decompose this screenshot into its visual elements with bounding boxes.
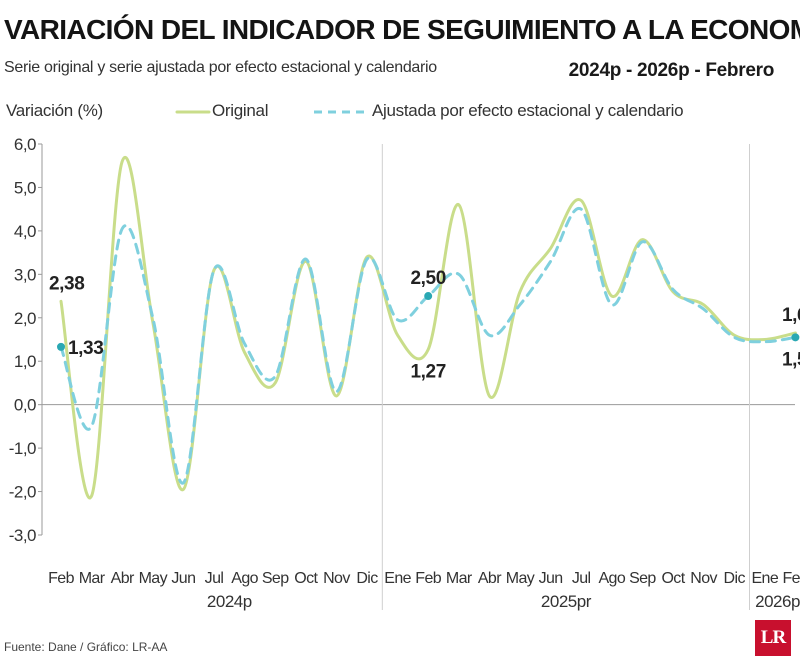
x-tick-label: Feb <box>48 570 74 587</box>
x-tick-label: Nov <box>323 570 350 587</box>
year-label: 2026pr <box>755 592 800 611</box>
y-tick-label: -3,0 <box>9 526 36 545</box>
x-tick-label: Abr <box>478 570 502 587</box>
x-tick-label: Jul <box>572 570 591 587</box>
x-tick-label: Abr <box>111 570 135 587</box>
x-tick-label: Ago <box>598 570 625 587</box>
y-tick-label: -2,0 <box>9 483 36 502</box>
data-label: 2,50 <box>411 268 446 289</box>
y-tick-label: 3,0 <box>14 265 36 284</box>
x-tick-label: May <box>506 570 535 587</box>
x-tick-label: May <box>139 570 168 587</box>
x-tick-label: Dic <box>356 570 378 587</box>
series-line-original <box>59 156 797 500</box>
lr-logo: LR <box>755 620 791 656</box>
year-label: 2024p <box>207 592 252 611</box>
data-label: 1,33 <box>68 338 103 359</box>
chart-period: 2024p - 2026p - Febrero <box>568 60 775 81</box>
data-point-marker <box>57 342 65 351</box>
legend-swatch-adjusted <box>314 110 366 114</box>
x-tick-label: Oct <box>661 570 685 587</box>
x-tick-label: Oct <box>294 570 318 587</box>
legend-label-original: Original <box>212 101 269 120</box>
x-tick-label: Feb <box>415 570 441 587</box>
x-tick-label: Ene <box>751 570 778 587</box>
x-tick-label: Sep <box>629 570 656 587</box>
data-label: 1,55 <box>782 349 800 370</box>
data-label: 1,65 <box>782 305 800 326</box>
legend-swatch-original <box>175 110 211 114</box>
y-axis-label: Variación (%) <box>6 101 103 120</box>
x-tick-label: Mar <box>446 570 473 587</box>
data-point-marker <box>791 333 800 342</box>
y-tick-label: 2,0 <box>14 309 36 328</box>
x-tick-label: Ene <box>384 570 411 587</box>
chart-subtitle: Serie original y serie ajustada por efec… <box>4 59 437 76</box>
series-line-adjusted <box>59 207 797 485</box>
data-label: 1,27 <box>411 361 446 382</box>
y-tick-label: 4,0 <box>14 222 36 241</box>
y-tick-label: 6,0 <box>14 135 36 154</box>
y-tick-label: -1,0 <box>9 439 36 458</box>
x-tick-label: Jul <box>205 570 224 587</box>
chart-title: VARIACIÓN DEL INDICADOR DE SEGUIMIENTO A… <box>4 14 800 45</box>
y-tick-label: 1,0 <box>14 352 36 371</box>
data-label: 2,38 <box>49 273 84 294</box>
legend-label-adjusted: Ajustada por efecto estacional y calenda… <box>372 101 684 120</box>
x-tick-label: Jun <box>171 570 195 587</box>
x-tick-label: Jun <box>539 570 563 587</box>
x-tick-label: Ago <box>231 570 258 587</box>
source-note: Fuente: Dane / Gráfico: LR-AA <box>4 640 168 654</box>
x-tick-label: Sep <box>262 570 289 587</box>
y-tick-label: 5,0 <box>14 178 36 197</box>
x-tick-label: Feb <box>783 570 800 587</box>
x-tick-label: Mar <box>79 570 106 587</box>
x-tick-label: Nov <box>690 570 717 587</box>
x-tick-label: Dic <box>724 570 746 587</box>
data-point-marker <box>424 292 433 301</box>
year-label: 2025pr <box>541 592 592 611</box>
y-tick-label: 0,0 <box>14 396 36 415</box>
